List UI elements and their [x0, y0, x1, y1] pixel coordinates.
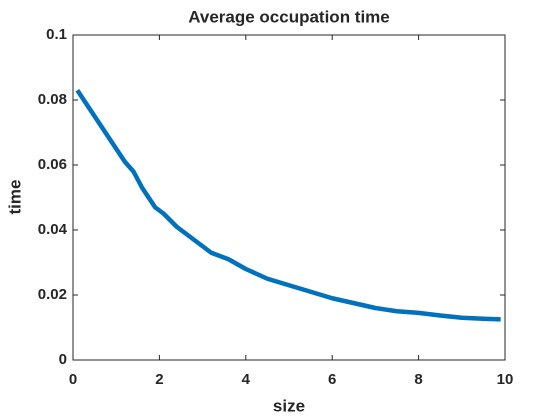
plot-area	[72, 34, 506, 361]
y-tick-label: 0.04	[38, 221, 68, 238]
y-tick-label: 0	[59, 351, 67, 368]
data-line	[75, 89, 501, 322]
x-tick-label: 10	[497, 371, 514, 388]
x-tick-label: 2	[155, 371, 163, 388]
x-tick-label: 8	[414, 371, 422, 388]
y-tick-label: 0.1	[46, 26, 67, 43]
y-tick-label: 0.06	[38, 156, 67, 173]
y-axis-label: time	[5, 180, 24, 215]
x-tick-label: 4	[242, 371, 251, 388]
y-tick-label: 0.08	[38, 91, 67, 108]
y-tick-label: 0.02	[38, 286, 67, 303]
chart-title: Average occupation time	[188, 7, 390, 26]
x-axis-label: size	[273, 396, 305, 415]
x-tick-label: 6	[328, 371, 336, 388]
x-tick-label: 0	[69, 371, 77, 388]
